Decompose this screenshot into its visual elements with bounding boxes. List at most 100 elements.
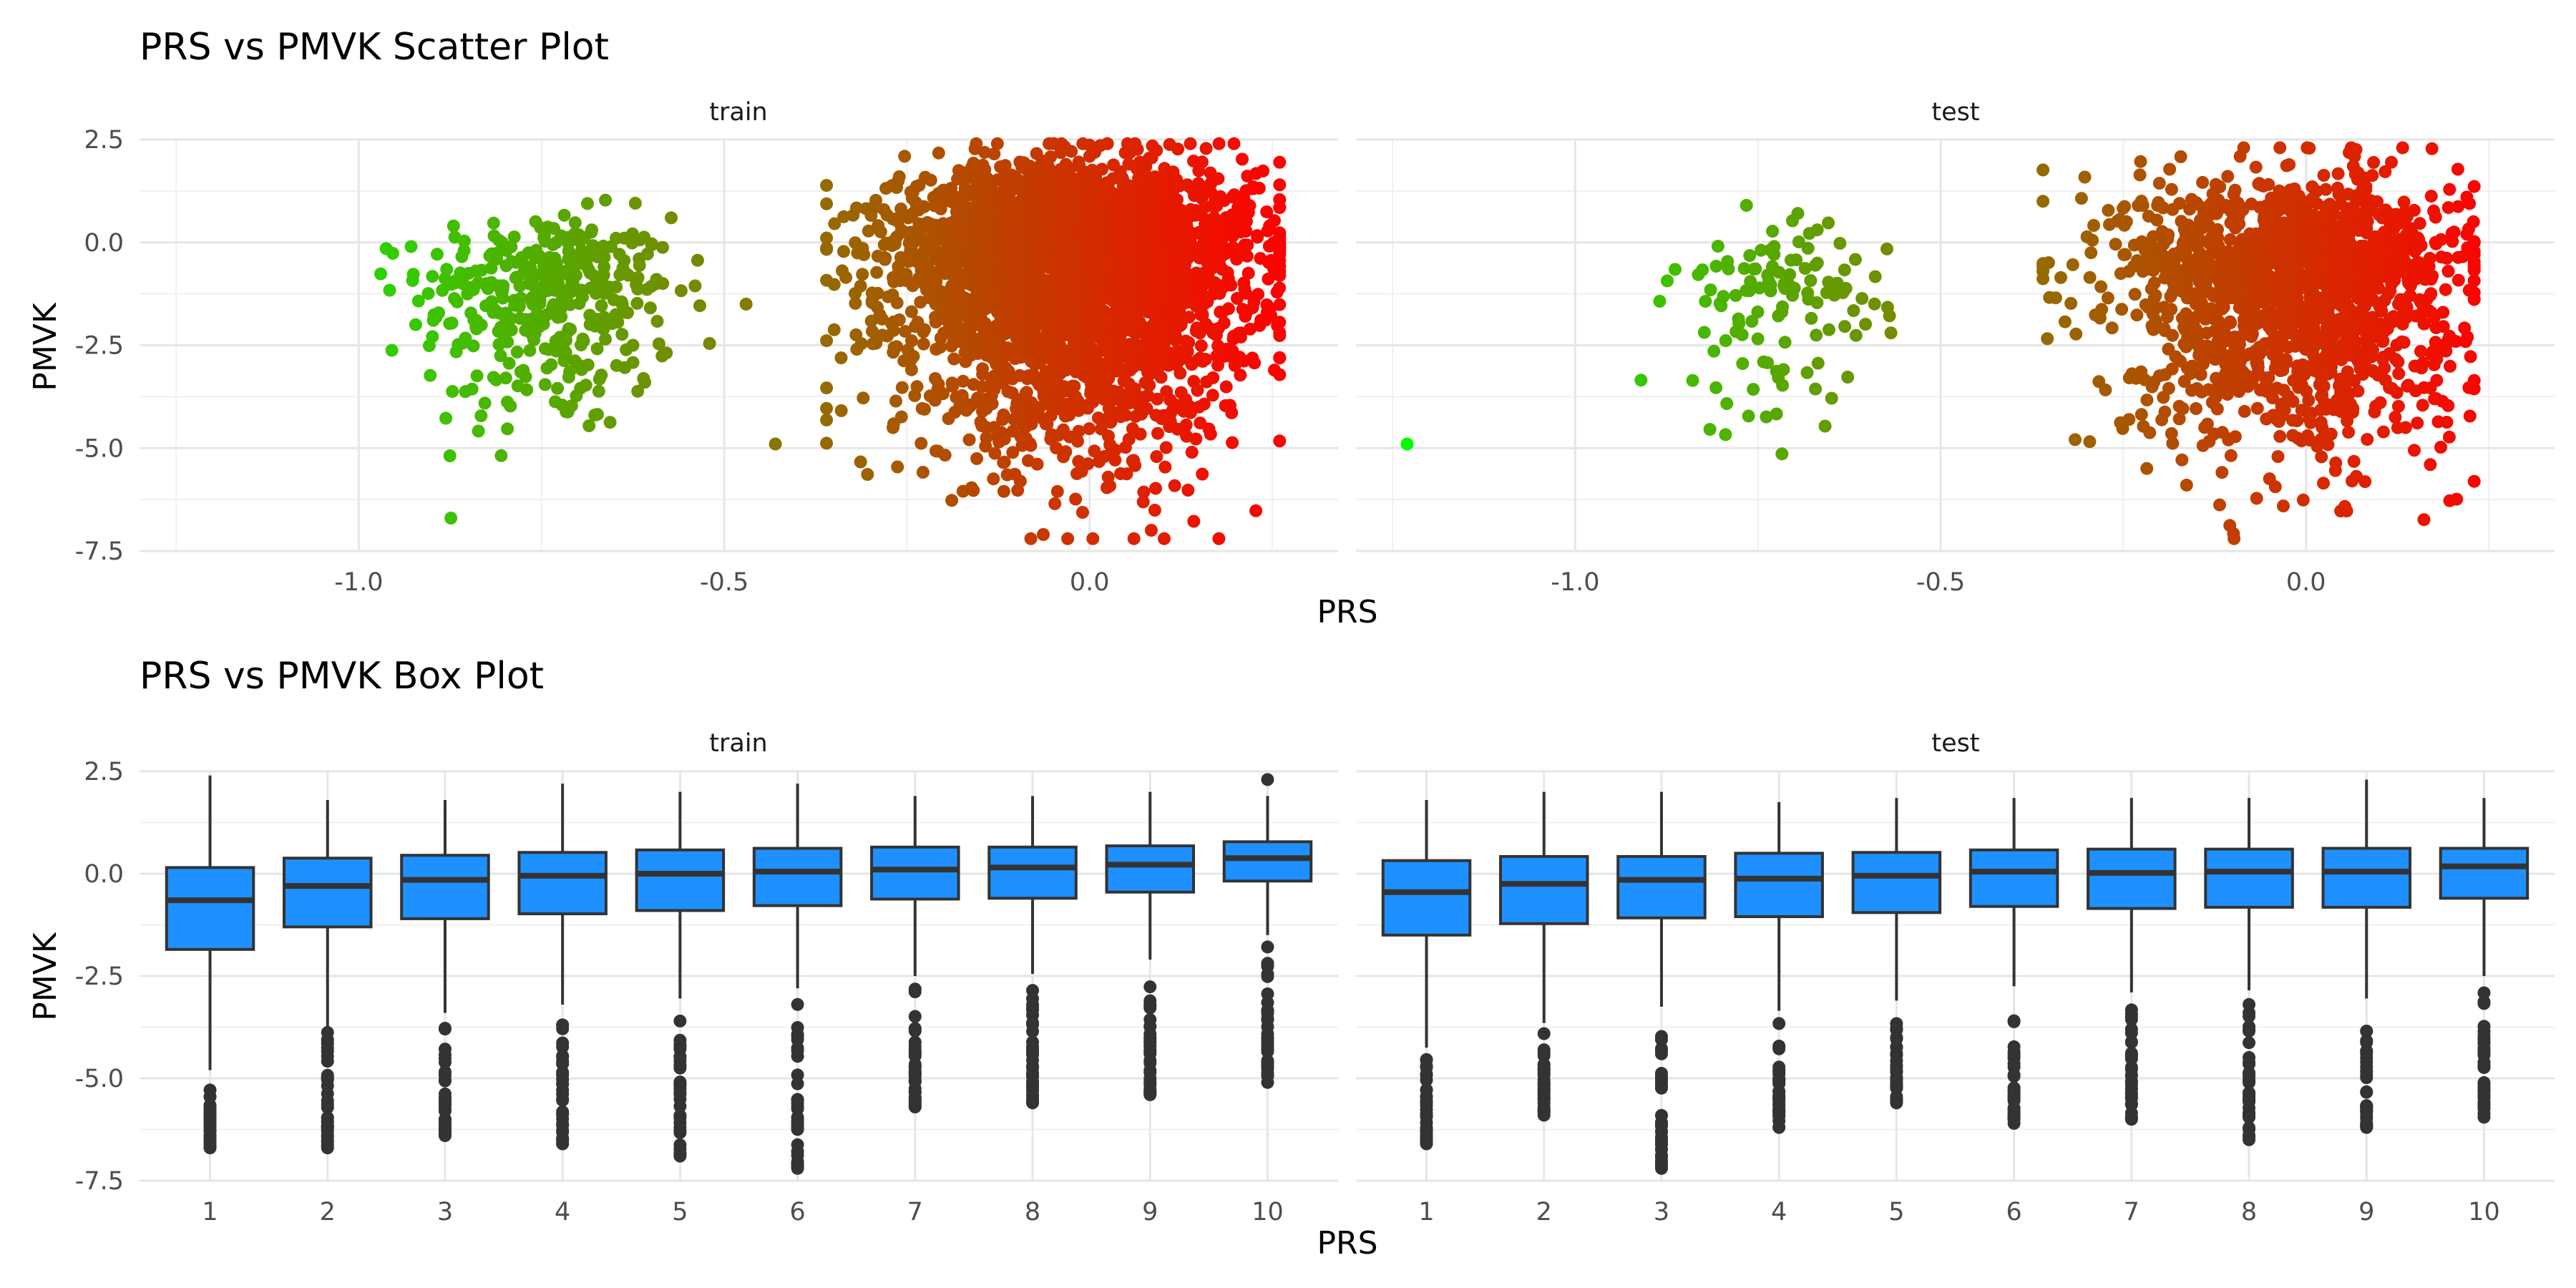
scatter-point [1686,374,1699,387]
scatter-point [862,224,875,238]
scatter-point [2228,183,2242,197]
scatter-point [557,208,571,222]
scatter-point [910,380,924,394]
scatter-point [1809,382,1823,396]
scatter-point [1158,532,1171,545]
scatter-point [1050,484,1064,498]
scatter-point [501,422,514,436]
scatter-point [1732,317,1746,331]
scatter-point [1822,216,1835,230]
scatter-point [1240,249,1254,263]
scatter-point [1810,328,1823,342]
scatter-point [563,365,577,379]
scatter-point [504,240,518,253]
scatter-point [570,268,582,282]
scatter-point [1783,268,1797,281]
scatter-point [581,358,595,371]
scatter-point [2074,192,2088,205]
scatter-point [1154,371,1168,384]
scatter-point [1273,368,1287,381]
scatter-point [610,280,623,293]
scatter-point [2317,477,2330,490]
scatter-point [1179,418,1193,431]
scatter-point [1069,492,1083,506]
scatter-point [585,223,598,237]
scatter-point [985,397,999,411]
scatter-point [997,432,1011,446]
scatter-point [443,449,457,462]
scatter-point [1068,379,1081,393]
scatter-point [834,351,848,365]
scatter-point [432,306,446,320]
scatter-point [1744,275,1757,288]
scatter-point [918,323,931,336]
scatter-point [1101,137,1114,150]
scatter-point [945,494,959,507]
scatter-point [904,363,918,376]
scatter-point [1669,263,1682,276]
scatter-point [2237,141,2250,155]
scatter-point [1273,236,1287,250]
scatter-point [628,197,642,210]
scatter-point [1103,404,1117,417]
scatter-point [2224,449,2238,462]
box-y-axis-label: PMVK [27,932,64,1021]
scatter-point [2194,368,2207,381]
scatter-point [1742,409,1755,423]
scatter-point [1061,532,1075,545]
scatter-point [1787,281,1801,295]
scatter-point [1849,328,1863,342]
scatter-point [2176,402,2190,415]
scatter-point [1148,504,1161,517]
scatter-point [1717,290,1730,303]
scatter-point [857,248,871,261]
scatter-point [1131,142,1144,156]
scatter-point [1096,162,1108,176]
scatter-point [1151,426,1164,440]
scatter-point [2152,177,2166,190]
scatter-point [633,258,646,272]
scatter-point [514,291,528,305]
scatter-point [1273,254,1287,268]
scatter-point [962,433,976,447]
scatter-point [2149,314,2162,328]
scatter-point [892,170,906,183]
scatter-point [970,137,983,150]
scatter-point [1823,323,1835,336]
scatter-point [1048,497,1062,510]
scatter-point [1772,265,1786,279]
scatter-point [497,279,510,293]
scatter-point [2094,280,2108,293]
scatter-point [2135,408,2148,421]
scatter-point [465,382,479,396]
scatter-point [1273,316,1287,329]
scatter-point [603,416,617,429]
scatter-point [626,356,640,369]
scatter-point [457,244,471,258]
scatter-strip-test: test [1931,98,1979,127]
scatter-point [577,334,590,348]
scatter-point [1127,532,1141,545]
box-title: PRS vs PMVK Box Plot [140,655,544,698]
scatter-point [891,460,904,474]
scatter-point [890,340,904,353]
scatter-point [827,278,841,291]
scatter-point [2058,315,2072,328]
scatter-point [1211,172,1225,185]
scatter-point [1798,262,1812,275]
scatter-point [849,296,862,310]
scatter-point [2122,413,2136,426]
scatter-point [1742,284,1756,298]
scatter-point [1006,446,1020,459]
scatter-point [916,466,930,479]
scatter-point [1818,419,1832,433]
scatter-point [1709,260,1723,273]
scatter-point [2190,402,2202,415]
scatter-point [1168,479,1181,492]
scatter-train-y-tick-label: -7.5 [75,537,124,566]
scatter-point [1760,410,1773,424]
scatter-point [586,239,600,253]
scatter-point [487,216,500,230]
scatter-point [924,173,937,187]
scatter-point [1770,407,1783,421]
